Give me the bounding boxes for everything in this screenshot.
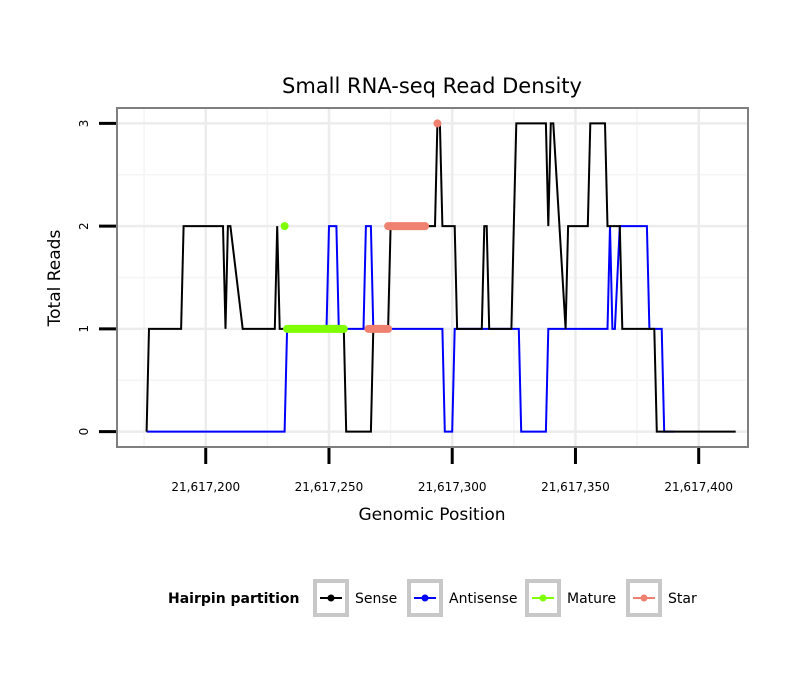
y-tick-label: 3: [77, 120, 91, 128]
x-tick-label: 21,617,200: [171, 480, 240, 494]
legend-key-dot: [327, 594, 335, 602]
x-axis: 21,617,200 21,617,250 21,617,300 21,617,350…: [171, 448, 733, 494]
plot-border: [116, 107, 749, 448]
x-tick-label: 21,617,400: [664, 480, 733, 494]
y-tick-label: 0: [77, 428, 91, 436]
legend-label: Star: [668, 591, 697, 607]
x-tick-label: 21,617,250: [295, 480, 364, 494]
legend-label: Mature: [567, 591, 616, 607]
y-tick-label: 2: [77, 222, 91, 230]
legend-label: Sense: [355, 591, 397, 607]
legend-label: Antisense: [449, 591, 518, 607]
series-line-sense: [145, 122, 736, 433]
x-tick-label: 21,617,300: [418, 480, 487, 494]
legend-item-star: Star: [626, 579, 697, 617]
y-tick-label: 1: [77, 325, 91, 333]
series-layer: [145, 122, 736, 433]
legend-item-antisense: Antisense: [407, 579, 518, 617]
x-axis-title: Genomic Position: [358, 505, 505, 525]
legend-key-dot: [421, 594, 429, 602]
legend-key-dot: [640, 594, 648, 602]
legend-item-mature: Mature: [525, 579, 616, 617]
legend-item-sense: Sense: [313, 579, 397, 617]
legend-key-dot: [539, 594, 547, 602]
segment-layer: [280, 119, 442, 333]
y-axis-title: Total Reads: [45, 230, 65, 328]
legend: Hairpin partition Sense Antisense Mature St…: [168, 579, 697, 617]
y-axis: 0 1 2 3: [77, 120, 116, 436]
chart-title: Small RNA-seq Read Density: [282, 74, 582, 98]
x-tick-label: 21,617,350: [541, 480, 610, 494]
legend-title: Hairpin partition: [168, 591, 299, 607]
